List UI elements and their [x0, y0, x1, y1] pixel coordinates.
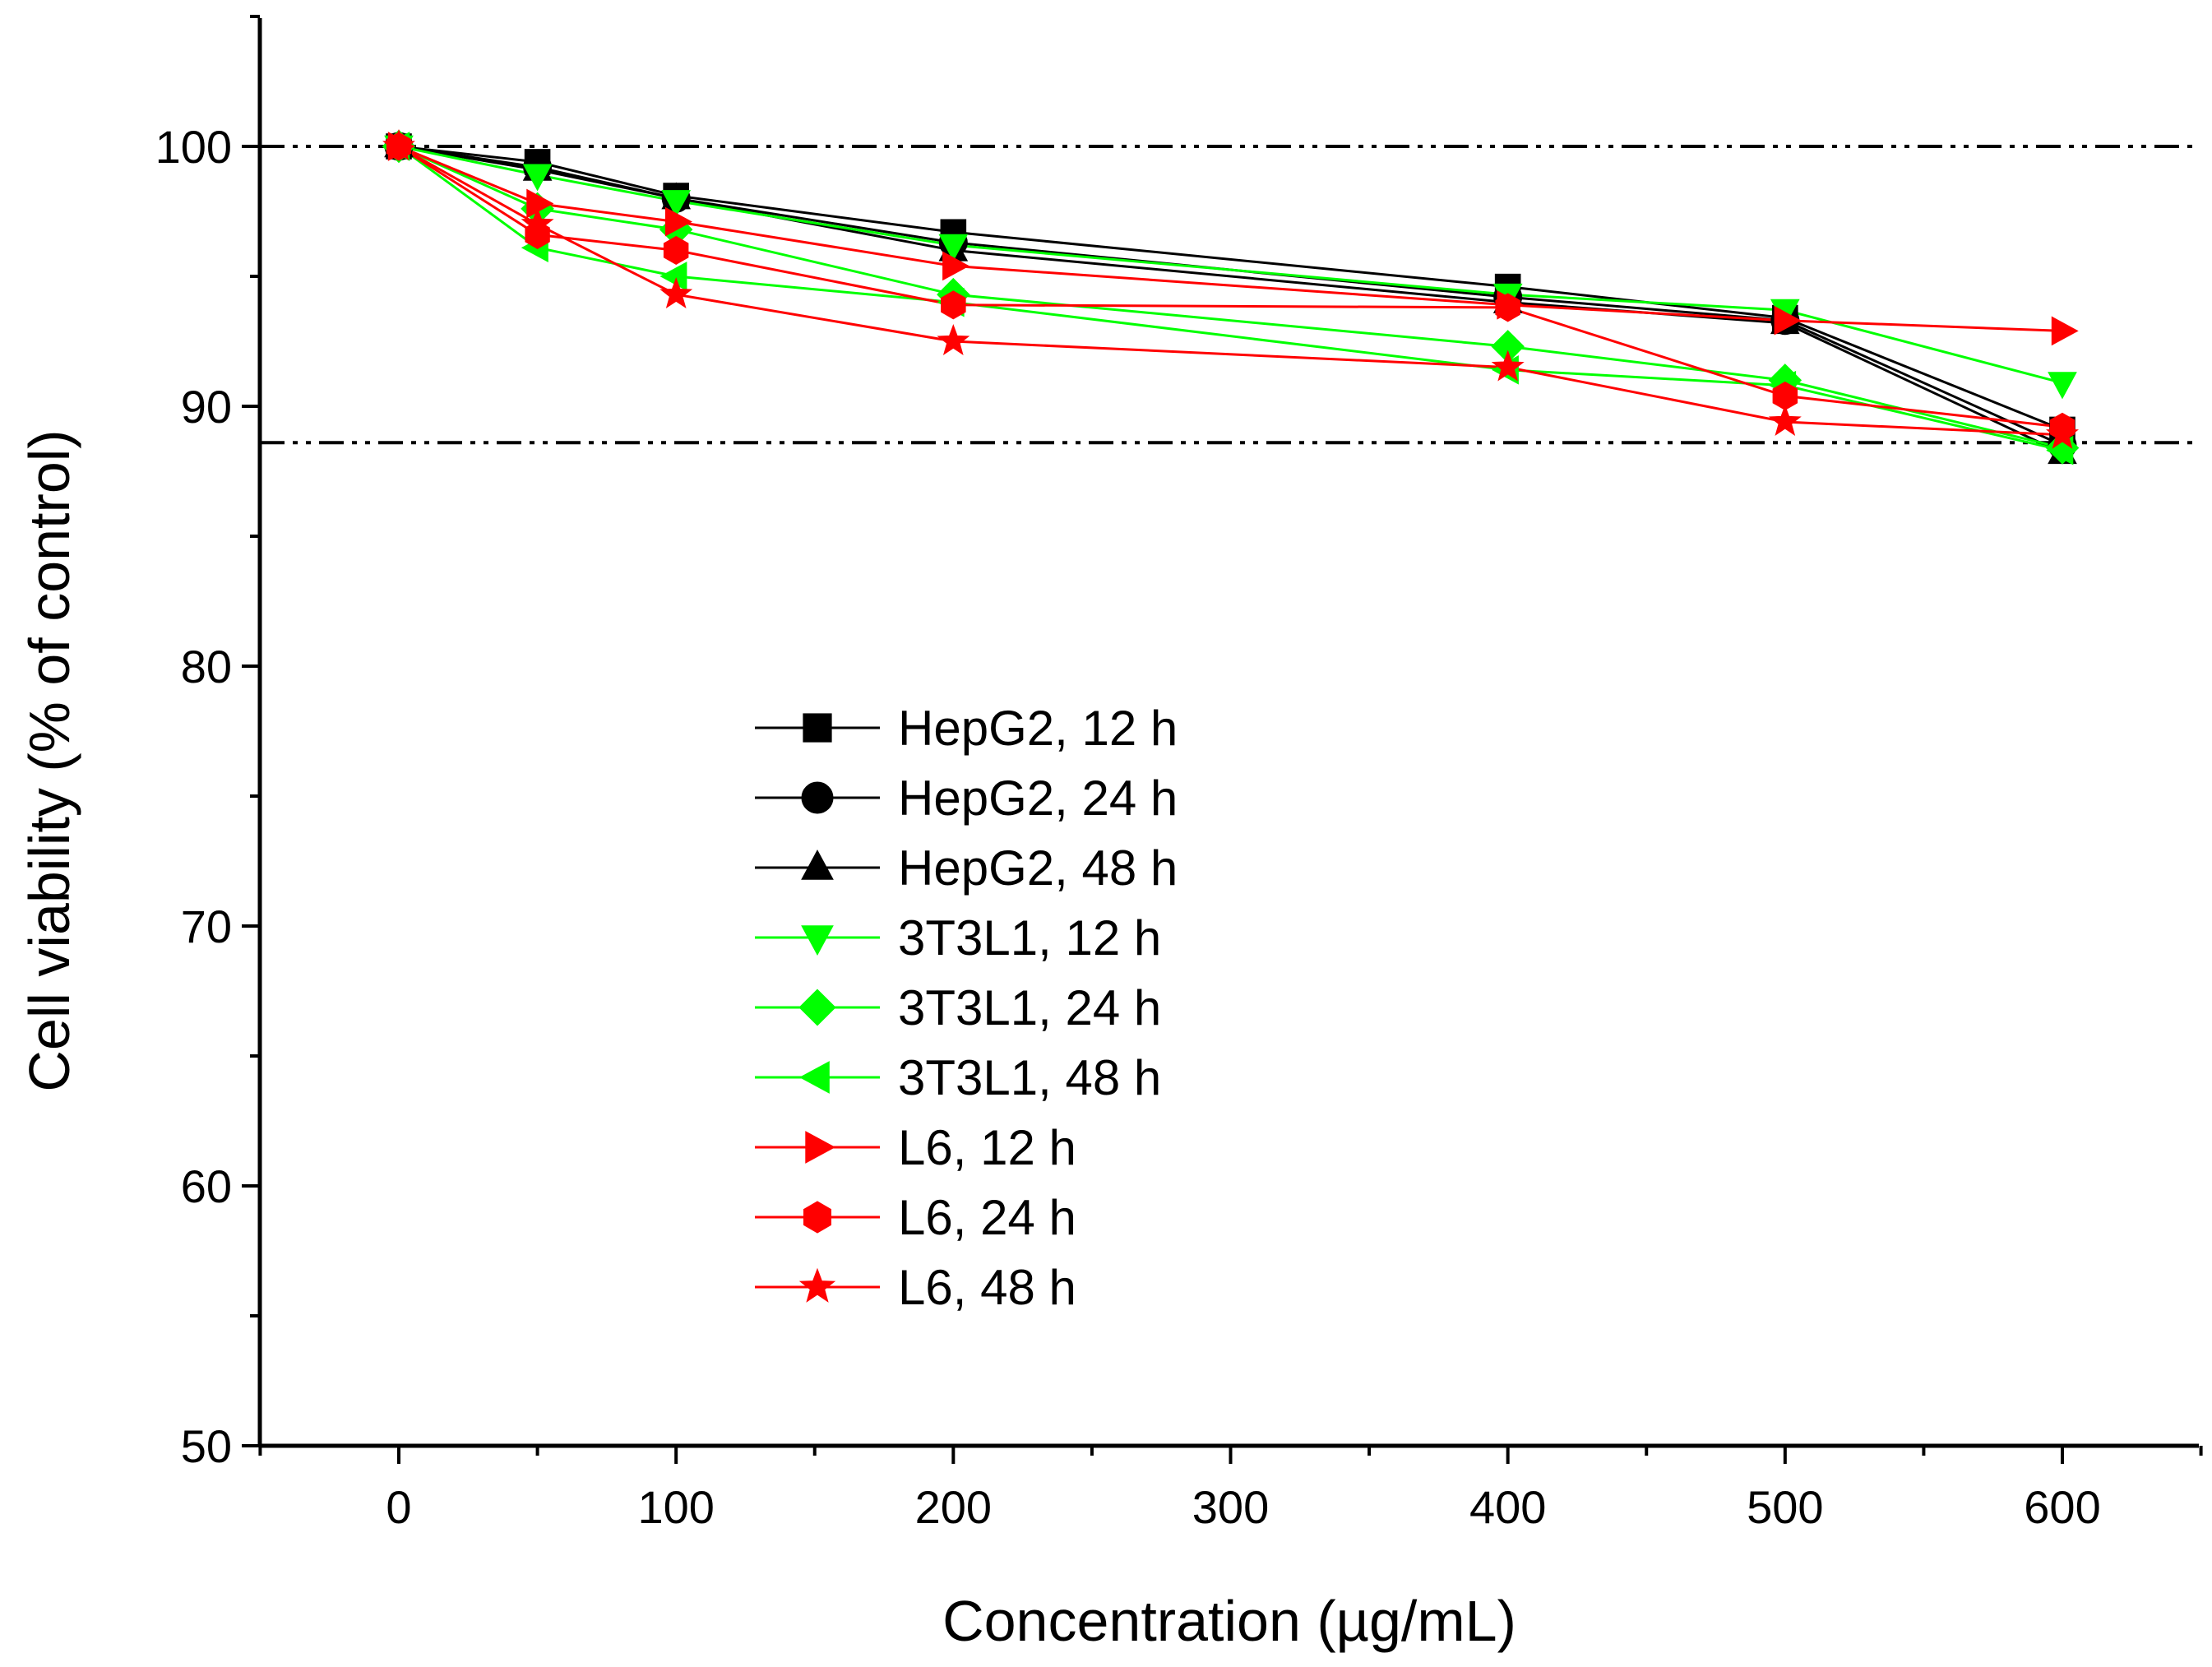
- legend-label: HepG2, 12 h: [898, 701, 1178, 756]
- data-point-5: [659, 262, 687, 291]
- y-tick-label: 100: [155, 121, 232, 173]
- y-axis-label: Cell viability (% of control): [17, 429, 81, 1091]
- x-axis-label: Concentration (µg/mL): [942, 1589, 1516, 1653]
- legend-marker: [801, 925, 834, 956]
- legend-label: HepG2, 48 h: [898, 840, 1178, 896]
- legend-label: HepG2, 24 h: [898, 771, 1178, 826]
- legend-marker: [799, 1061, 830, 1094]
- legend-marker: [801, 850, 834, 880]
- data-point-6: [664, 206, 692, 237]
- y-axis-ticks: 50 60 70 80 90 100: [155, 15, 260, 1472]
- legend-label: 3T3L1, 12 h: [898, 910, 1161, 965]
- legend-marker: [803, 713, 832, 743]
- data-point-8: [659, 277, 693, 309]
- legend-marker: [798, 989, 836, 1026]
- y-tick-label: 90: [181, 381, 232, 433]
- reference-lines: [260, 145, 2199, 445]
- legend-marker: [801, 781, 834, 814]
- x-tick-label: 400: [1469, 1481, 1546, 1533]
- x-tick-label: 600: [2024, 1481, 2100, 1533]
- data-point-6: [942, 251, 970, 281]
- y-tick-label: 80: [181, 641, 232, 692]
- legend-marker: [803, 1201, 831, 1234]
- series-line-2: [398, 145, 2063, 455]
- data-point-7: [663, 235, 689, 265]
- x-tick-label: 100: [637, 1481, 714, 1533]
- data-point-6: [2051, 316, 2079, 346]
- legend-label: L6, 48 h: [898, 1260, 1076, 1315]
- x-tick-label: 200: [915, 1481, 992, 1533]
- data-point-3: [522, 164, 553, 192]
- y-tick-label: 60: [181, 1160, 232, 1212]
- x-tick-label: 500: [1747, 1481, 1823, 1533]
- y-tick-label: 70: [181, 901, 232, 952]
- legend: HepG2, 12 h HepG2, 24 h HepG2, 48 h 3T3L1, …: [755, 701, 1178, 1315]
- data-point-7: [941, 290, 966, 320]
- x-tick-label: 300: [1192, 1481, 1269, 1533]
- data-point-3: [2048, 372, 2077, 400]
- legend-label: L6, 24 h: [898, 1190, 1076, 1245]
- data-point-8: [521, 206, 554, 238]
- series-line-1: [398, 145, 2063, 447]
- legend-label: 3T3L1, 24 h: [898, 980, 1161, 1035]
- legend-label: 3T3L1, 48 h: [898, 1050, 1161, 1105]
- series-line-6: [398, 145, 2063, 332]
- series-markers: [382, 128, 2080, 465]
- data-point-8: [1768, 404, 1802, 436]
- data-point-7: [1495, 293, 1520, 322]
- series-line-3: [398, 145, 2063, 385]
- x-axis-ticks: 0 100 200 300 400 500 600: [258, 1446, 2203, 1533]
- x-tick-label: 0: [386, 1481, 411, 1533]
- legend-label: L6, 12 h: [898, 1120, 1076, 1175]
- y-tick-label: 50: [181, 1420, 232, 1472]
- data-point-8: [2046, 417, 2079, 449]
- legend-marker: [805, 1131, 835, 1164]
- data-point-6: [1774, 305, 1802, 336]
- data-point-3: [938, 234, 969, 262]
- data-point-3: [661, 190, 692, 218]
- data-point-8: [1491, 350, 1525, 382]
- legend-marker: [798, 1267, 836, 1303]
- series-lines: [398, 145, 2063, 455]
- data-point-6: [526, 188, 554, 219]
- data-point-8: [382, 128, 415, 160]
- data-point-8: [937, 323, 970, 355]
